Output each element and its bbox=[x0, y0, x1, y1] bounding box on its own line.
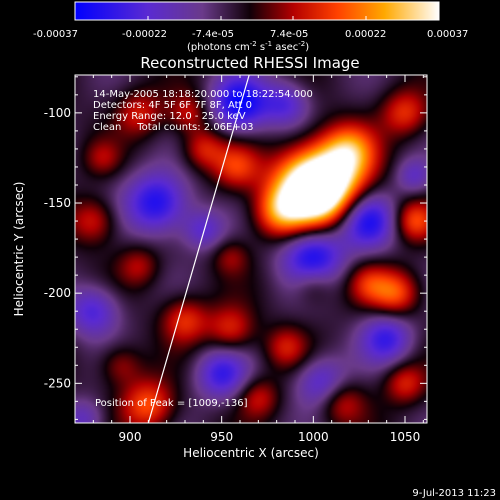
x-axis-label: Heliocentric X (arcsec) bbox=[183, 446, 319, 460]
energy-range-label: Energy Range: 12.0 - 25.0 keV bbox=[93, 111, 246, 122]
x-tick-label: 1050 bbox=[390, 430, 421, 444]
detectors-label: Detectors: 4F 5F 6F 7F 8F, Att 0 bbox=[93, 100, 252, 111]
y-tick-label: -250 bbox=[44, 376, 71, 390]
x-tick-label: 950 bbox=[210, 430, 233, 444]
solar-limb-line bbox=[147, 75, 250, 423]
heatmap-image bbox=[75, 75, 427, 423]
plot-frame bbox=[74, 74, 428, 424]
y-tick-label: -150 bbox=[44, 196, 71, 210]
colorbar-units: (photons cm-2 s-1 asec-2) bbox=[187, 40, 309, 53]
clean-counts-label: Clean Total counts: 2.06E+03 bbox=[93, 122, 253, 133]
heatmap-raster bbox=[75, 75, 427, 423]
colorbar-tick-label: 0.00022 bbox=[345, 29, 386, 40]
colorbar bbox=[74, 1, 440, 21]
y-axis-label: Heliocentric Y (arcsec) bbox=[12, 182, 26, 317]
colorbar-tick-label: -0.00022 bbox=[122, 29, 167, 40]
y-tick-label: -100 bbox=[44, 106, 71, 120]
colorbar-tick-label: 0.00037 bbox=[427, 29, 468, 40]
x-tick-label: 1000 bbox=[298, 430, 329, 444]
axes: 900 950 1000 1050 -100 -150 -200 -250 bbox=[44, 75, 427, 444]
colorbar-tick-label: 7.4e-05 bbox=[270, 29, 308, 40]
peak-position-label: Position of Peak = [1009,-136] bbox=[95, 398, 248, 409]
time-range-label: 14-May-2005 18:18:20.000 to 18:22:54.000 bbox=[93, 89, 313, 100]
x-tick-label: 900 bbox=[119, 430, 142, 444]
colorbar-tick-label: -7.4e-05 bbox=[192, 29, 234, 40]
y-tick-label: -200 bbox=[44, 286, 71, 300]
colorbar-tick-label: -0.00037 bbox=[33, 29, 78, 40]
footer-date: 9-Jul-2013 11:23 bbox=[412, 488, 496, 499]
colorbar-ticks bbox=[74, 16, 440, 20]
chart-title: Reconstructed RHESSI Image bbox=[140, 54, 359, 72]
